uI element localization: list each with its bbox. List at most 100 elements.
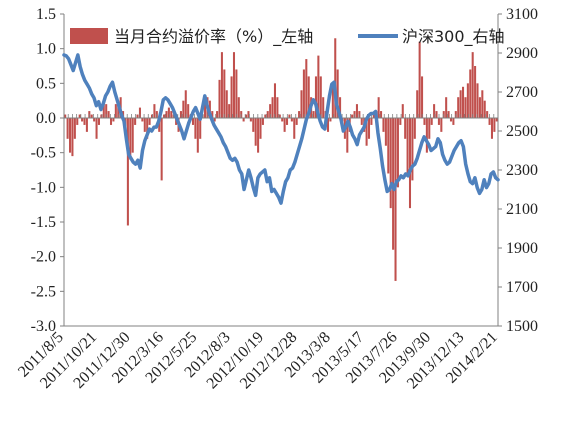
bar	[158, 118, 161, 132]
bar	[421, 76, 424, 118]
bar	[114, 104, 117, 118]
bar	[408, 118, 412, 209]
bar	[447, 111, 450, 118]
bar	[93, 118, 96, 122]
bar	[273, 83, 276, 118]
bar	[302, 69, 305, 118]
bar	[160, 118, 163, 181]
bar	[259, 118, 262, 139]
bar	[254, 118, 257, 146]
bar	[433, 104, 436, 118]
bar	[148, 118, 151, 125]
bar	[261, 118, 264, 125]
bar	[290, 118, 293, 122]
bar	[66, 118, 69, 139]
bar	[351, 114, 354, 118]
bar	[179, 111, 182, 118]
bar	[249, 118, 252, 122]
right-tick-label: 1500	[506, 318, 538, 335]
bar	[230, 76, 233, 118]
bar	[466, 83, 469, 118]
bar	[105, 104, 108, 118]
bar	[276, 97, 279, 118]
bar	[495, 118, 498, 122]
bar	[201, 114, 204, 118]
left-tick-label: -3.0	[31, 318, 56, 335]
bar	[257, 118, 260, 153]
bar	[269, 104, 272, 118]
bar	[428, 118, 431, 139]
bar	[305, 59, 308, 118]
bar	[399, 118, 402, 125]
bar	[100, 114, 103, 118]
bar	[418, 41, 421, 119]
bar	[440, 118, 443, 132]
bar	[288, 114, 291, 118]
bar	[184, 90, 187, 118]
bar	[107, 111, 110, 118]
bar	[232, 52, 236, 118]
bar	[384, 118, 387, 146]
bar	[423, 118, 426, 125]
bar	[95, 118, 98, 139]
bar	[387, 118, 390, 174]
bar	[102, 100, 105, 118]
bar	[283, 118, 286, 132]
bar	[314, 76, 317, 118]
bar	[271, 97, 274, 118]
left-tick-label: -1.5	[31, 214, 56, 231]
bar	[300, 90, 303, 118]
bar	[138, 107, 141, 118]
bar	[143, 118, 146, 132]
bar	[264, 114, 267, 118]
bar	[493, 118, 496, 132]
bar	[153, 104, 156, 118]
bar	[126, 118, 129, 226]
bar	[329, 118, 332, 122]
bar	[64, 114, 67, 118]
bar	[286, 118, 289, 125]
bar	[136, 114, 139, 118]
bars-layer	[64, 38, 498, 281]
right-tick-label: 2900	[506, 45, 538, 62]
bar	[85, 118, 88, 132]
bar	[457, 97, 460, 118]
bar	[372, 114, 375, 118]
bar	[445, 97, 448, 118]
right-tick-label: 2700	[506, 84, 538, 101]
legend-line-label: 沪深300_右轴	[402, 27, 505, 47]
right-tick-label: 3100	[506, 6, 538, 23]
bar	[404, 118, 407, 139]
bar	[459, 90, 462, 118]
bar	[326, 118, 330, 132]
bar	[490, 118, 493, 139]
bar	[204, 104, 207, 118]
bar	[339, 97, 342, 118]
bar	[401, 104, 404, 118]
left-tick-label: -1.0	[31, 179, 56, 196]
bar	[358, 111, 361, 118]
bar	[413, 118, 416, 139]
bar	[112, 118, 115, 122]
bar	[252, 118, 255, 132]
bar	[336, 69, 339, 118]
bar	[191, 118, 195, 125]
bar	[81, 118, 84, 122]
bar	[437, 118, 440, 125]
legend-bar-label: 当月合约溢价率（%）_左轴	[114, 27, 313, 47]
bar	[237, 97, 240, 118]
bar	[481, 90, 484, 118]
bar	[346, 118, 349, 153]
bar	[483, 100, 486, 118]
left-tick-label: -0.5	[31, 145, 56, 162]
bar	[334, 38, 337, 118]
bar	[225, 90, 228, 118]
bar	[242, 118, 245, 122]
left-tick-label: -2.5	[31, 283, 56, 300]
bar	[430, 118, 433, 125]
bar	[220, 52, 223, 118]
right-tick-label: 1700	[506, 279, 538, 296]
bar	[367, 118, 371, 139]
bar	[235, 69, 238, 118]
